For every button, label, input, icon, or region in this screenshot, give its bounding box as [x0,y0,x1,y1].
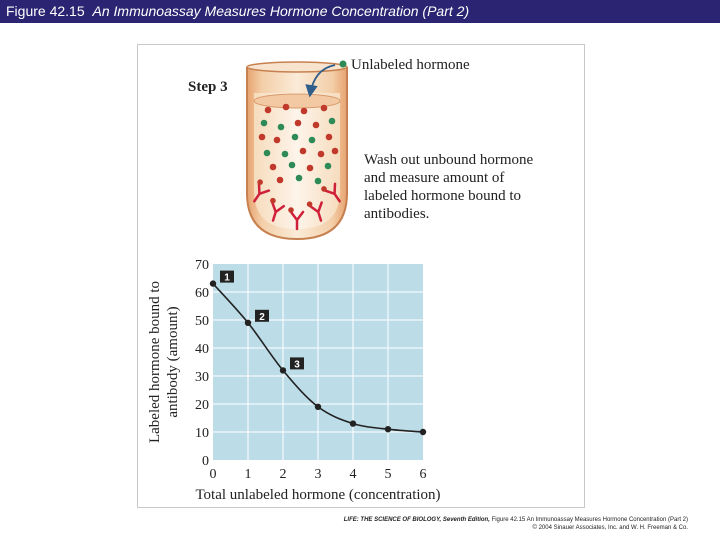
step-marker-2: 2 [255,309,269,323]
data-point [209,280,217,287]
footer-book: LIFE: THE SCIENCE OF BIOLOGY, Seventh Ed… [343,517,490,523]
labeled-hormone-dot [300,107,308,115]
step-marker-3: 3 [290,357,304,370]
step-marker-label: 1 [224,273,230,284]
footer-copyright: © 2004 Sinauer Associates, Inc. and W. H… [532,525,689,531]
x-tick-label: 4 [350,467,357,482]
footer-credit: LIFE: THE SCIENCE OF BIOLOGY, Seventh Ed… [344,516,688,532]
labeled-hormone-dot [282,103,290,111]
x-tick-label: 1 [245,467,252,482]
y-tick-label: 20 [195,398,209,413]
y-tick-label: 70 [195,258,209,273]
x-tick-label: 6 [420,467,427,482]
labeled-hormone-dot [299,147,307,155]
unlabeled-hormone-dot [277,123,285,131]
data-point [244,319,252,326]
data-point [314,403,322,410]
step-markers: 1 2 3 [220,270,304,370]
instruction-line: Wash out unbound hormone [364,152,534,168]
unlabeled-hormone-dot [260,119,268,127]
data-point [349,420,357,427]
labeled-hormone-dot [264,106,272,114]
labeled-hormone-dot [258,133,266,141]
labeled-hormone-dot [312,121,320,129]
hormone-particles [258,103,339,185]
data-point [384,426,392,433]
chart: 0 10 20 30 40 50 60 70 0 1 2 3 4 5 6 1 2 3 Total unlabe… [147,258,441,503]
labeled-hormone-dot [320,104,328,112]
unlabeled-hormone-label: Unlabeled hormone [351,57,470,73]
antibody-icon [306,201,323,222]
unlabeled-hormone-dot [291,133,299,141]
title-bar: Figure 42.15 An Immunoassay Measures Hor… [0,0,720,23]
x-tick-label: 5 [385,467,392,482]
x-tick-label: 0 [210,467,217,482]
data-point [419,428,427,436]
labeled-hormone-dot [331,147,339,155]
labeled-hormone-dot [325,133,333,141]
x-axis-label: Total unlabeled hormone (concentration) [195,487,440,503]
labeled-hormone-dot [317,150,325,158]
step-marker-1: 1 [220,270,234,284]
x-tick-label: 3 [315,467,322,482]
unlabeled-hormone-dot [288,161,296,169]
step-label: Step 3 [188,79,228,95]
antibody-icon [288,207,305,231]
y-axis-label-line2: antibody (amount) [165,306,181,417]
labeled-hormone-dot [306,164,314,172]
step-marker-label: 3 [294,359,300,370]
antibodies [253,179,341,231]
y-axis-ticks: 0 10 20 30 40 50 60 70 [195,258,209,469]
y-tick-label: 50 [195,314,209,329]
figure-title: An Immunoassay Measures Hormone Concentr… [92,3,470,19]
y-tick-label: 10 [195,426,209,441]
tube-rim [246,61,348,73]
arrow-icon [305,64,336,98]
instruction-line: antibodies. [364,206,429,222]
data-point [279,367,287,374]
footer-caption: Figure 42.15 An Immunoassay Measures Hor… [491,517,688,523]
unlabeled-hormone-dot [263,149,271,157]
unlabeled-hormone-dot [314,177,322,185]
y-tick-label: 60 [195,286,209,301]
y-tick-label: 30 [195,370,209,385]
antibody-icon [253,179,271,203]
labeled-hormone-dot [273,136,281,144]
antibody-icon [270,197,286,222]
instruction-text: Wash out unbound hormone and measure amo… [364,152,534,222]
labeled-hormone-dot [269,163,277,171]
unlabeled-hormone-dot [308,136,316,144]
y-tick-label: 0 [202,454,209,469]
instruction-line: labeled hormone bound to [364,188,521,204]
unlabeled-hormone-dot [295,174,303,182]
y-tick-label: 40 [195,342,209,357]
labeled-hormone-dot [276,176,284,184]
unlabeled-hormone-dot [281,150,289,158]
labeled-hormone-dot [294,119,302,127]
instruction-line: and measure amount of [364,170,504,186]
step-marker-label: 2 [259,312,265,323]
x-tick-label: 2 [280,467,287,482]
figure-panel: Step 3 Unlabeled hormone Wash out unboun… [137,44,585,508]
figure-number: Figure 42.15 [6,3,85,19]
unlabeled-hormone-dot [328,117,336,125]
tube-liquid-surface [253,93,341,109]
antibody-icon [321,182,341,203]
unlabeled-hormone-legend-dot [339,60,347,68]
figure-svg: Step 3 Unlabeled hormone Wash out unboun… [147,57,534,503]
data-points [209,280,427,436]
x-axis-ticks: 0 1 2 3 4 5 6 [210,467,427,482]
y-axis-label-line1: Labeled hormone bound to [147,281,163,443]
unlabeled-hormone-dot [324,162,332,170]
